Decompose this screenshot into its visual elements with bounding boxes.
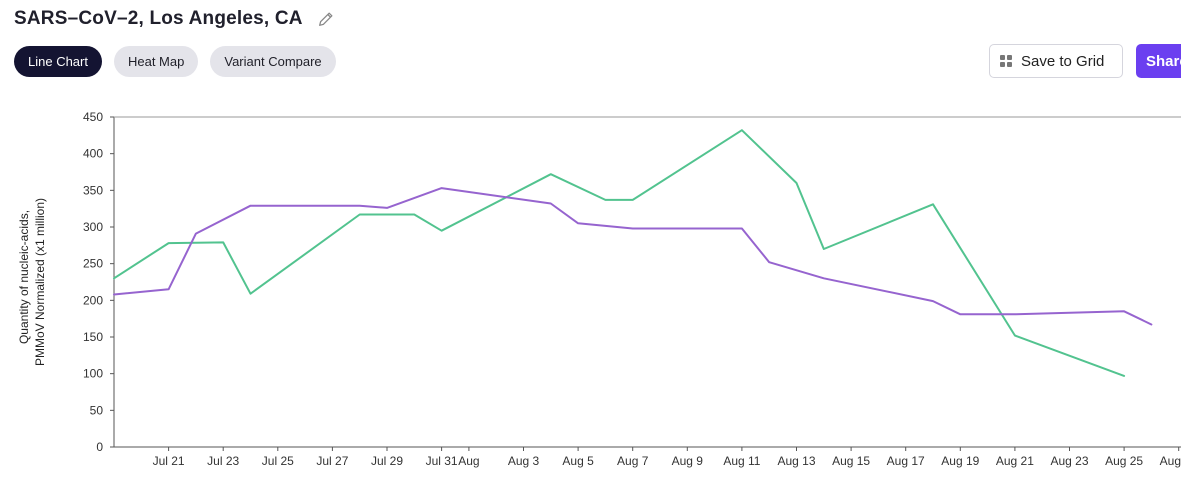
save-to-grid-label: Save to Grid [1021,52,1105,70]
x-tick-label: Jul 23 [207,454,239,468]
y-axis-label-line-1: Quantity of nucleic-acids, [17,210,31,344]
x-tick-label: Jul 27 [316,454,348,468]
y-tick-label: 250 [83,257,103,271]
y-axis-label-line-2: PMMoV Normalized (x1 million) [33,198,47,366]
pencil-icon[interactable] [317,10,335,28]
y-tick-label: 0 [96,440,103,454]
x-tick-label: Aug 25 [1105,454,1143,468]
x-tick-label: Aug 9 [672,454,704,468]
chart-type-tabs: Line Chart Heat Map Variant Compare [14,46,336,77]
chart-axes [113,116,1181,448]
x-tick-label: Aug 11 [723,454,760,468]
y-tick-label: 100 [83,367,103,381]
x-tick-label: Jul 31 [426,454,458,468]
share-button[interactable]: Share [1136,44,1181,78]
x-tick-label: Aug [458,454,479,468]
x-tick-label: Aug 15 [832,454,870,468]
tab-heat-map[interactable]: Heat Map [113,46,199,77]
x-tick-label: Aug 27 [1160,454,1181,468]
grid-icon [1000,55,1012,67]
x-tick-label: Aug 3 [508,454,540,468]
x-tick-label: Aug 5 [562,454,594,468]
y-tick-label: 450 [83,110,103,124]
y-tick-label: 350 [83,183,103,197]
save-to-grid-button[interactable]: Save to Grid [989,44,1123,78]
x-tick-label: Aug 17 [887,454,925,468]
x-tick-label: Aug 23 [1050,454,1088,468]
x-tick-label: Jul 29 [371,454,403,468]
x-tick-label: Aug 7 [617,454,649,468]
x-tick-label: Aug 19 [941,454,979,468]
page-title: SARS–CoV–2, Los Angeles, CA [14,8,303,29]
y-tick-label: 50 [90,403,104,417]
tab-line-chart[interactable]: Line Chart [14,46,102,77]
y-axis-ticks: 0 50 100 150 200 250 300 350 400 450 [83,110,114,454]
series-line-1 [113,129,1126,377]
tab-variant-compare[interactable]: Variant Compare [210,46,336,77]
x-axis-ticks: Jul 21 Jul 23 Jul 25 Jul 27 Jul 29 Jul 31 Aug A… [153,447,1181,468]
y-tick-label: 300 [83,220,103,234]
y-tick-label: 200 [83,293,103,307]
x-tick-label: Jul 21 [153,454,185,468]
y-tick-label: 400 [83,147,103,161]
chart-series [113,129,1153,377]
series-line-2 [113,187,1153,326]
x-tick-label: Jul 25 [262,454,294,468]
x-tick-label: Aug 13 [777,454,815,468]
y-tick-label: 150 [83,330,103,344]
x-tick-label: Aug 21 [996,454,1034,468]
